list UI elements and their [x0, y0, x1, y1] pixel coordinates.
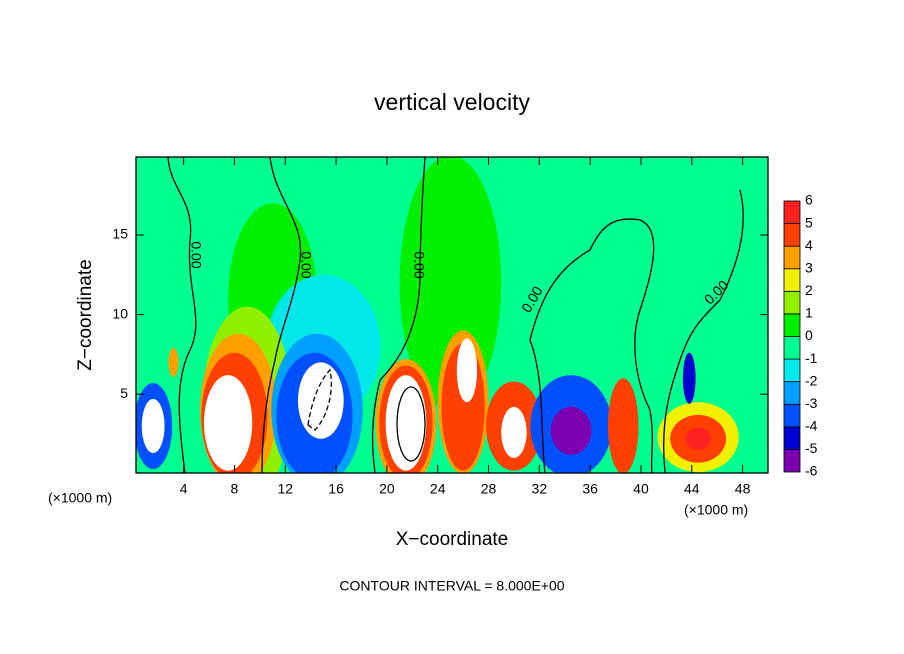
- colorbar-label: 4: [805, 237, 813, 253]
- x-tick-label: 24: [430, 481, 446, 497]
- contour-label: 0.00: [188, 241, 204, 268]
- x-tick-label: 8: [231, 481, 239, 497]
- field-cell: [685, 427, 711, 450]
- colorbar-swatch: [783, 223, 801, 247]
- colorbar-swatch: [783, 358, 801, 383]
- zero-contour: [261, 157, 302, 473]
- field-cell: [203, 375, 253, 471]
- y-tick-label: 10: [112, 305, 128, 321]
- zero-contour: [371, 157, 426, 473]
- colorbar-label: -5: [805, 440, 818, 456]
- y-tick-label: 5: [120, 385, 128, 401]
- colorbar-swatch: [783, 336, 801, 360]
- contour-line: [396, 386, 426, 462]
- colorbar-label: 1: [805, 305, 813, 321]
- colorbar-label: -2: [805, 372, 818, 388]
- colorbar-swatch: [783, 403, 801, 428]
- x-unit: (×1000 m): [684, 502, 748, 518]
- colorbar-label: 0: [805, 327, 813, 343]
- colorbar-swatch: [783, 313, 801, 337]
- colorbar-label: 3: [805, 259, 813, 275]
- field-cell: [141, 398, 165, 454]
- field-cell: [168, 348, 179, 377]
- footer: CONTOUR INTERVAL = 8.000E+00: [339, 578, 564, 594]
- zero-contour: [167, 157, 197, 473]
- field-cell: [297, 362, 344, 439]
- x-unit: (×1000 m): [48, 490, 112, 506]
- colorbar-label: -6: [805, 463, 818, 479]
- y-axis-label: Z−coordinate: [75, 259, 96, 370]
- colorbar-label: 2: [805, 282, 813, 298]
- x-tick-label: 44: [684, 481, 700, 497]
- colorbar-swatch: [783, 426, 801, 450]
- chart-title: vertical velocity: [374, 89, 530, 115]
- field-cell: [501, 406, 527, 458]
- y-tick-label: 15: [112, 226, 128, 242]
- contour-line: [307, 368, 332, 431]
- field-cell: [456, 338, 478, 403]
- field: [136, 157, 768, 473]
- colorbar-label: -3: [805, 395, 818, 411]
- colorbar-label: -1: [805, 350, 818, 366]
- colorbar-label: 5: [805, 214, 813, 230]
- x-tick-label: 48: [735, 481, 751, 497]
- x-tick-label: 16: [328, 481, 344, 497]
- contour-label: 0.00: [298, 251, 314, 278]
- x-tick-label: 28: [481, 481, 497, 497]
- colorbar-label: 6: [805, 192, 813, 208]
- colorbar-swatch: [783, 449, 801, 473]
- contour-label: 0.00: [411, 251, 427, 278]
- contours: [167, 157, 744, 473]
- x-tick-label: 32: [532, 481, 548, 497]
- x-axis-label: X−coordinate: [396, 529, 509, 550]
- colorbar-swatch: [783, 381, 801, 405]
- zero-contour: [529, 218, 655, 473]
- x-tick-label: 36: [582, 481, 598, 497]
- colorbar-swatch: [783, 290, 801, 315]
- x-tick-label: 20: [379, 481, 395, 497]
- colorbar-swatch: [783, 245, 801, 270]
- field-cell: [385, 375, 427, 471]
- x-tick-label: 12: [277, 481, 293, 497]
- field-cell: [682, 352, 696, 404]
- x-tick-label: 40: [633, 481, 649, 497]
- x-tick-label: 4: [180, 481, 188, 497]
- zero-contour: [663, 189, 744, 473]
- colorbar-label: -4: [805, 418, 818, 434]
- colorbar-swatch: [783, 200, 801, 224]
- field-cell: [607, 378, 639, 473]
- colorbar-swatch: [783, 268, 801, 292]
- field-cell: [550, 406, 592, 455]
